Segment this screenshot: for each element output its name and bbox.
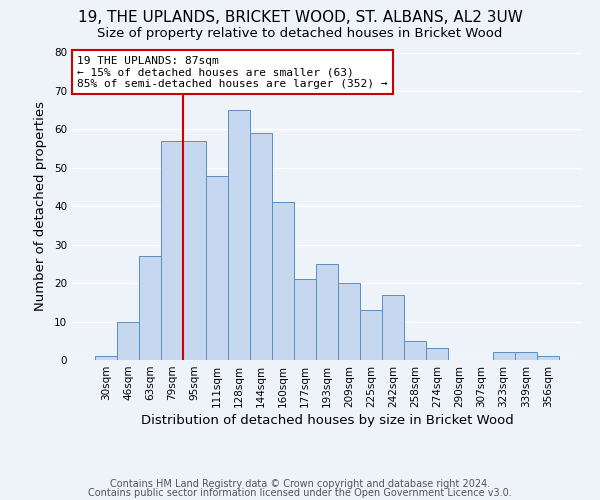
Y-axis label: Number of detached properties: Number of detached properties [34, 101, 47, 311]
Bar [117, 322, 139, 360]
Bar [227, 110, 250, 360]
Bar [427, 348, 448, 360]
Bar [184, 141, 206, 360]
Bar [515, 352, 537, 360]
Bar [161, 141, 184, 360]
Text: 19, THE UPLANDS, BRICKET WOOD, ST. ALBANS, AL2 3UW: 19, THE UPLANDS, BRICKET WOOD, ST. ALBAN… [77, 10, 523, 25]
Bar [338, 283, 360, 360]
Bar [404, 341, 427, 360]
Text: Size of property relative to detached houses in Bricket Wood: Size of property relative to detached ho… [97, 28, 503, 40]
Bar [382, 294, 404, 360]
Bar [537, 356, 559, 360]
Bar [294, 280, 316, 360]
Bar [493, 352, 515, 360]
Bar [316, 264, 338, 360]
Bar [95, 356, 117, 360]
X-axis label: Distribution of detached houses by size in Bricket Wood: Distribution of detached houses by size … [140, 414, 514, 427]
Text: Contains HM Land Registry data © Crown copyright and database right 2024.: Contains HM Land Registry data © Crown c… [110, 479, 490, 489]
Bar [206, 176, 227, 360]
Bar [272, 202, 294, 360]
Bar [250, 133, 272, 360]
Text: Contains public sector information licensed under the Open Government Licence v3: Contains public sector information licen… [88, 488, 512, 498]
Bar [139, 256, 161, 360]
Text: 19 THE UPLANDS: 87sqm
← 15% of detached houses are smaller (63)
85% of semi-deta: 19 THE UPLANDS: 87sqm ← 15% of detached … [77, 56, 388, 89]
Bar [360, 310, 382, 360]
